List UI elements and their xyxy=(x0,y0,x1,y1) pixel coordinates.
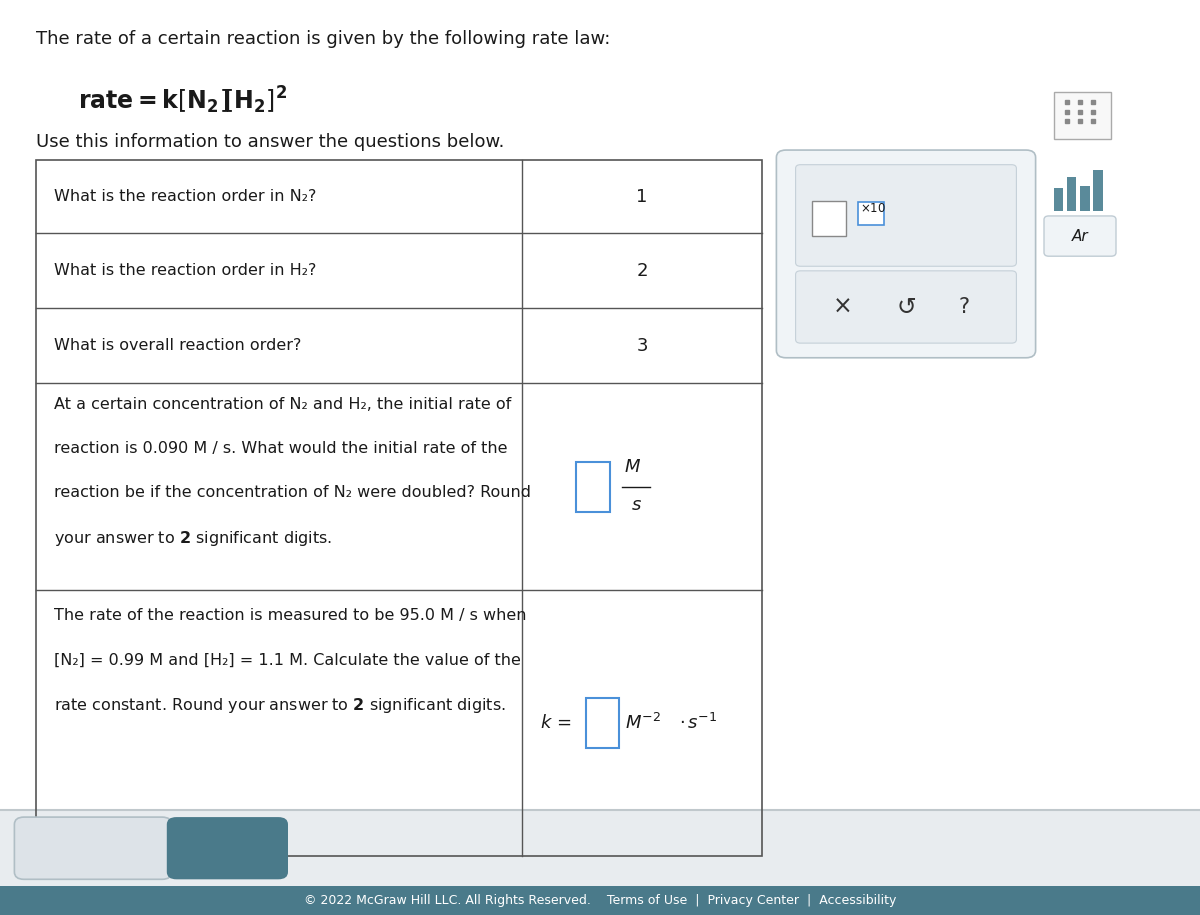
Text: The rate of a certain reaction is given by the following rate law:: The rate of a certain reaction is given … xyxy=(36,30,611,48)
Bar xyxy=(1080,186,1090,211)
Text: Ar: Ar xyxy=(1072,229,1088,243)
Text: [N₂] = 0.99 M and [H₂] = 1.1 M. Calculate the value of the: [N₂] = 0.99 M and [H₂] = 1.1 M. Calculat… xyxy=(54,652,521,667)
Text: $\times$10: $\times$10 xyxy=(860,202,887,215)
Text: rate constant. Round your answer to $\mathbf{2}$ significant digits.: rate constant. Round your answer to $\ma… xyxy=(54,696,506,716)
Bar xyxy=(0,810,1200,888)
Text: Use this information to answer the questions below.: Use this information to answer the quest… xyxy=(36,133,504,151)
Text: Check: Check xyxy=(199,839,256,857)
Text: Explanation: Explanation xyxy=(44,839,142,857)
Bar xyxy=(0,886,1200,915)
Text: rate$\mathbf{=k\left[N_2\right]\!\left[H_2\right]^2}$: rate$\mathbf{=k\left[N_2\right]\!\left[H… xyxy=(78,84,287,115)
Text: $s$: $s$ xyxy=(631,496,642,514)
FancyBboxPatch shape xyxy=(776,150,1036,358)
Text: © 2022 McGraw Hill LLC. All Rights Reserved.    Terms of Use  |  Privacy Center : © 2022 McGraw Hill LLC. All Rights Reser… xyxy=(304,894,896,907)
FancyBboxPatch shape xyxy=(1044,216,1116,256)
Bar xyxy=(586,698,619,748)
Bar xyxy=(858,202,884,225)
Bar xyxy=(1093,170,1103,211)
Text: ?: ? xyxy=(959,297,970,317)
Text: 3: 3 xyxy=(636,337,648,355)
Text: 1: 1 xyxy=(636,188,648,206)
Bar xyxy=(576,462,610,512)
FancyBboxPatch shape xyxy=(796,165,1016,266)
Text: $\cdot\, s^{-1}$: $\cdot\, s^{-1}$ xyxy=(679,713,718,733)
Text: What is the reaction order in H₂?: What is the reaction order in H₂? xyxy=(54,264,317,278)
FancyBboxPatch shape xyxy=(796,271,1016,343)
Bar xyxy=(36,160,762,856)
Text: your answer to $\mathbf{2}$ significant digits.: your answer to $\mathbf{2}$ significant … xyxy=(54,529,332,548)
Bar xyxy=(812,201,846,236)
FancyBboxPatch shape xyxy=(167,817,288,879)
Text: $M$: $M$ xyxy=(624,458,641,476)
Text: ×: × xyxy=(833,295,852,319)
Text: What is the reaction order in N₂?: What is the reaction order in N₂? xyxy=(54,189,317,204)
Text: 2: 2 xyxy=(636,262,648,280)
Text: $k$ =: $k$ = xyxy=(540,714,574,732)
Text: The rate of the reaction is measured to be 95.0 M / s when: The rate of the reaction is measured to … xyxy=(54,608,527,623)
Text: What is overall reaction order?: What is overall reaction order? xyxy=(54,339,301,353)
Bar xyxy=(1067,177,1076,211)
Bar xyxy=(1054,92,1111,139)
Text: At a certain concentration of N₂ and H₂, the initial rate of: At a certain concentration of N₂ and H₂,… xyxy=(54,397,511,412)
Bar xyxy=(1054,188,1063,211)
FancyBboxPatch shape xyxy=(14,817,172,879)
Text: reaction is 0.090 M / s. What would the initial rate of the: reaction is 0.090 M / s. What would the … xyxy=(54,441,508,456)
Text: reaction be if the concentration of N₂ were doubled? Round: reaction be if the concentration of N₂ w… xyxy=(54,485,530,500)
Text: ↺: ↺ xyxy=(896,295,916,319)
Text: $M^{-2}$: $M^{-2}$ xyxy=(625,713,661,733)
